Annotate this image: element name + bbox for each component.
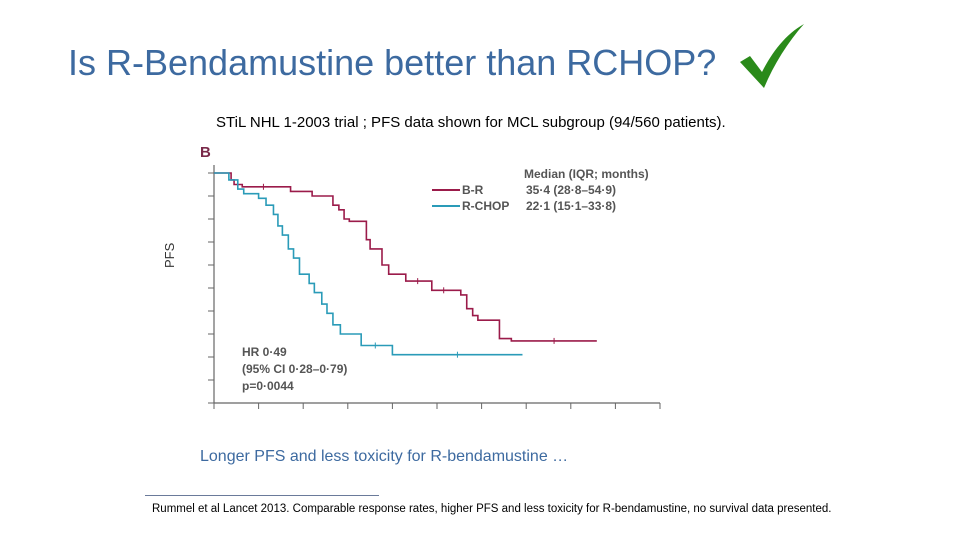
km-curve-r-chop — [214, 172, 523, 356]
legend-value-rchop: 22·1 (15·1–33·8) — [526, 199, 616, 213]
legend-label-rchop: R-CHOP — [462, 199, 509, 213]
legend-header: Median (IQR; months) — [524, 167, 649, 181]
footnote-divider — [145, 495, 379, 496]
annotation-p: p=0·0044 — [242, 379, 294, 393]
panel-label: B — [200, 144, 211, 161]
plot-curves — [214, 172, 597, 358]
legend: Median (IQR; months) B-R 35·4 (28·8–54·9… — [432, 167, 649, 213]
plot-axes — [208, 165, 661, 409]
footnote-text: Rummel et al Lancet 2013. Comparable res… — [152, 503, 832, 515]
legend-value-br: 35·4 (28·8–54·9) — [526, 183, 616, 197]
annotation-hr: HR 0·49 — [242, 345, 287, 359]
annotation-ci: (95% CI 0·28–0·79) — [242, 362, 347, 376]
chart-subtitle: STiL NHL 1-2003 trial ; PFS data shown f… — [216, 114, 726, 131]
legend-label-br: B-R — [462, 183, 484, 197]
hr-annotation: HR 0·49 (95% CI 0·28–0·79) p=0·0044 — [242, 345, 347, 393]
slide-title: Is R-Bendamustine better than RCHOP? — [68, 42, 717, 83]
check-mark-icon — [740, 24, 804, 88]
km-curve-b-r — [214, 172, 597, 342]
conclusion-text: Longer PFS and less toxicity for R-benda… — [200, 448, 569, 465]
